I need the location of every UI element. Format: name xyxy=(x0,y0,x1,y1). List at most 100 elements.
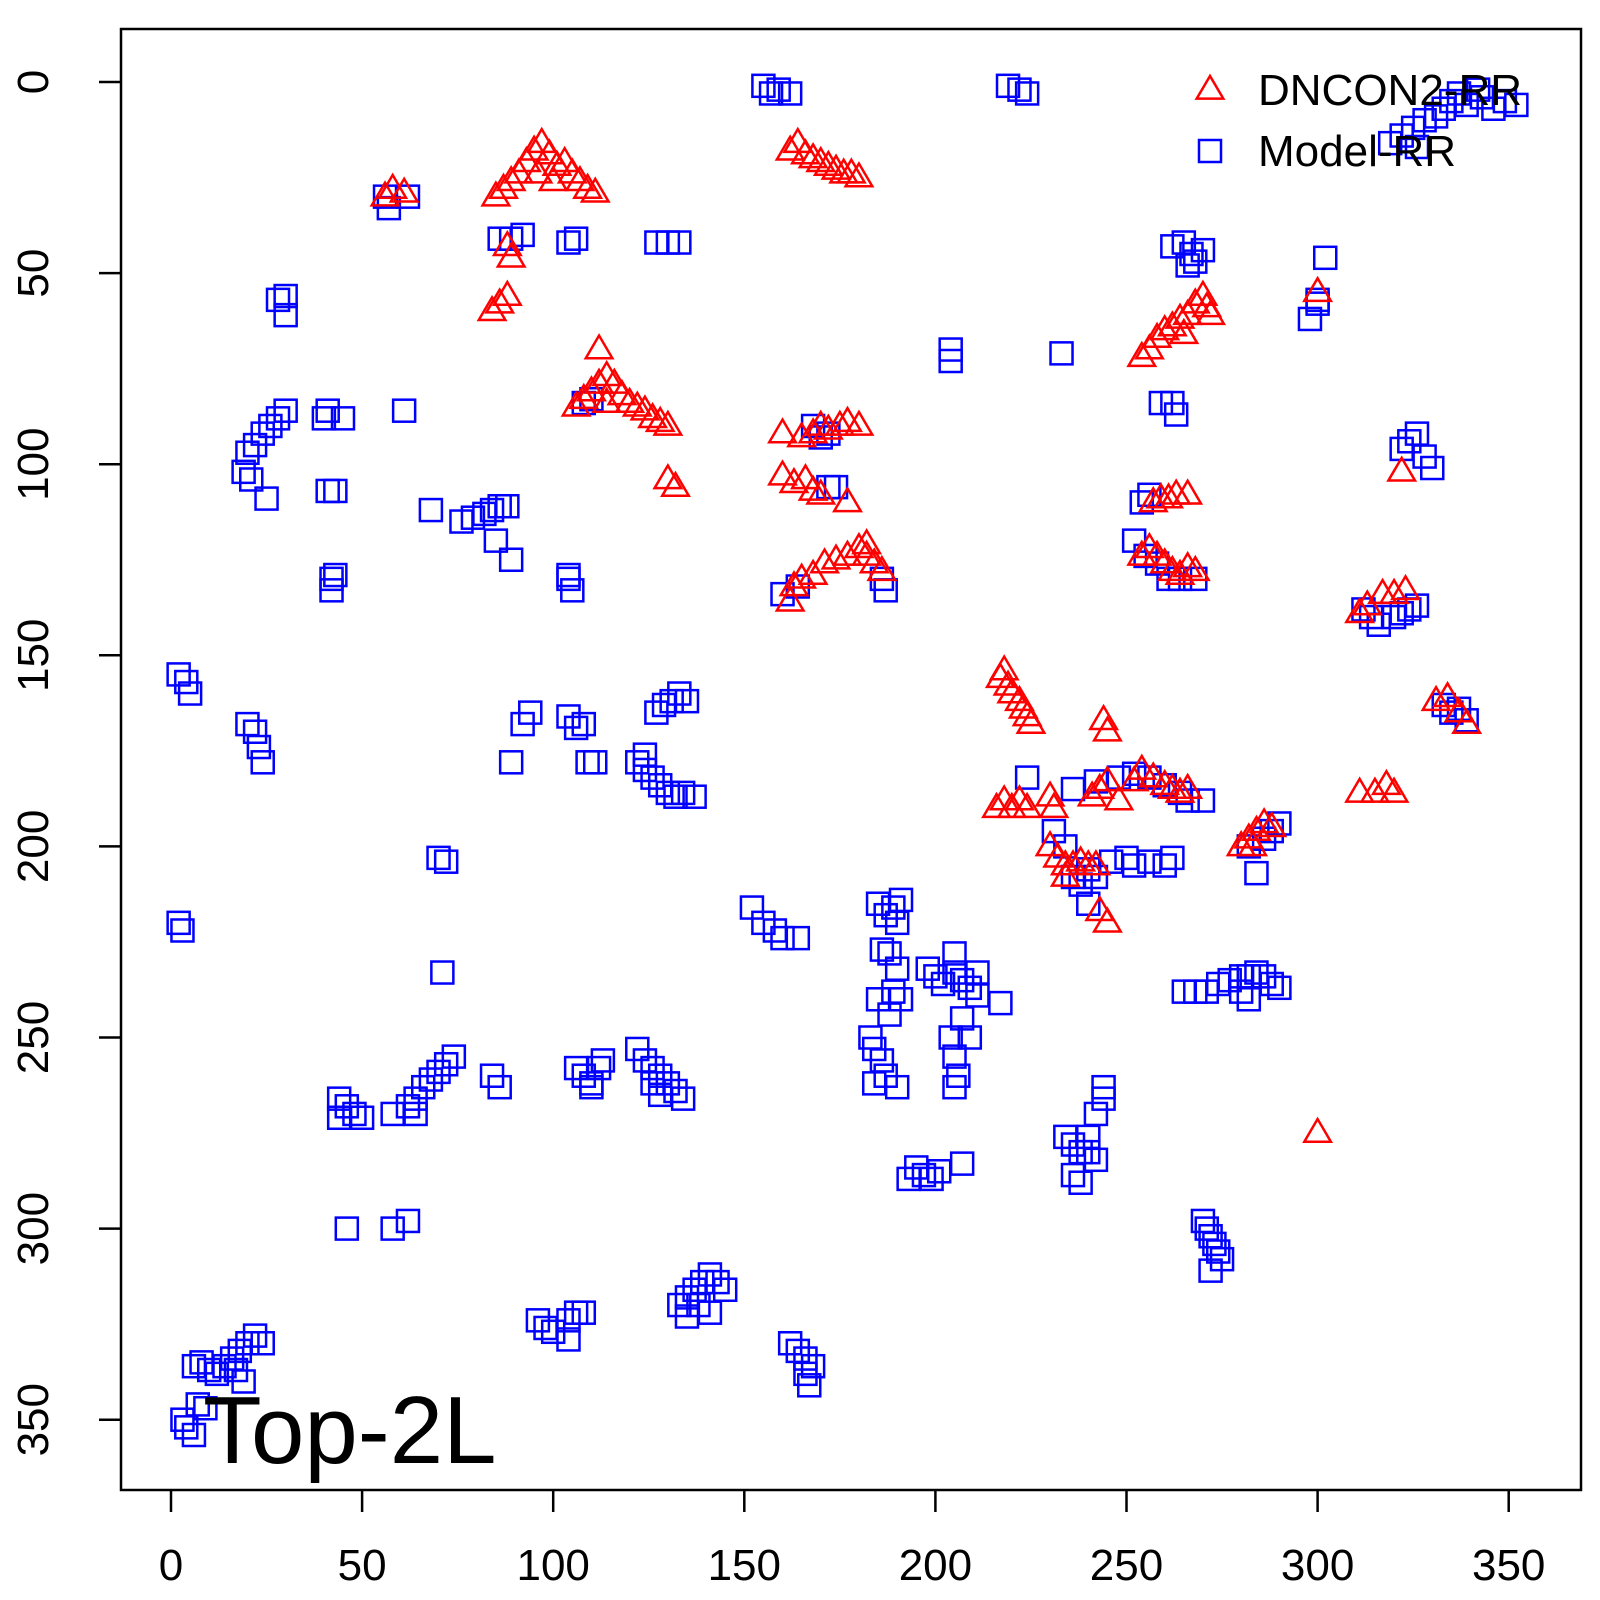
model-rr-point xyxy=(483,528,509,553)
legend-square-marker xyxy=(1197,138,1223,164)
legend-triangle-marker xyxy=(1194,73,1226,100)
dncon2-rr-point xyxy=(614,386,646,413)
model-rr-point xyxy=(1163,402,1189,427)
model-rr-point xyxy=(1121,853,1147,878)
model-rr-point xyxy=(586,1055,612,1081)
model-rr-point xyxy=(1129,490,1155,515)
dncon2-rr-point xyxy=(1195,298,1227,326)
dncon2-rr-point xyxy=(1126,340,1158,368)
model-rr-point xyxy=(395,1094,421,1119)
model-rr-point xyxy=(884,910,910,936)
dncon2-rr-point xyxy=(388,176,420,203)
dncon2-rr-point xyxy=(652,409,684,436)
model-rr-point xyxy=(1439,88,1464,114)
dncon2-rr-point xyxy=(572,172,604,199)
model-rr-point xyxy=(1068,1139,1093,1165)
dncon2-rr-point xyxy=(805,145,837,173)
x-tick-label: 300 xyxy=(1281,1541,1354,1590)
dncon2-rr-point xyxy=(1179,554,1211,582)
x-tick-label: 200 xyxy=(899,1541,972,1590)
dncon2-rr-point xyxy=(1084,772,1116,799)
model-rr-point xyxy=(1423,104,1449,129)
y-tick-label: 350 xyxy=(9,1383,58,1456)
model-rr-point xyxy=(495,493,520,519)
dncon2-rr-point xyxy=(1451,707,1483,735)
model-rr-point xyxy=(579,1074,604,1100)
model-rr-point xyxy=(793,1361,818,1387)
corner-label: Top-2L xyxy=(203,1377,497,1484)
model-rr-point xyxy=(949,1151,975,1176)
model-rr-point xyxy=(949,967,975,993)
dncon2-rr-point xyxy=(1103,784,1135,811)
model-rr-point xyxy=(1068,1170,1093,1195)
dncon2-rr-point xyxy=(1049,860,1081,887)
model-rr-point xyxy=(690,1269,715,1295)
model-rr-point xyxy=(571,1300,597,1325)
model-rr-point xyxy=(800,1353,826,1379)
model-rr-point xyxy=(758,81,784,106)
model-rr-point xyxy=(793,1346,818,1371)
dncon2-rr-point xyxy=(786,562,818,589)
model-rr-point xyxy=(888,987,914,1012)
x-tick-label: 350 xyxy=(1472,1541,1545,1590)
dncon2-rr-point xyxy=(1149,768,1181,796)
dncon2-rr-point xyxy=(488,172,519,199)
dncon2-rr-point xyxy=(1386,455,1418,482)
model-rr-point xyxy=(403,1101,428,1127)
y-tick-label: 300 xyxy=(9,1192,58,1265)
dncon2-rr-point xyxy=(996,791,1028,819)
dncon2-rr-point xyxy=(843,409,875,436)
model-rr-point xyxy=(777,1331,803,1356)
model-rr-point xyxy=(418,1067,444,1092)
model-rr-point xyxy=(1259,971,1284,997)
model-rr-point xyxy=(647,1063,673,1088)
model-rr-point xyxy=(663,784,688,809)
model-rr-point xyxy=(667,681,692,706)
model-rr-point xyxy=(231,459,256,485)
legend: DNCON2-RR Model-RR xyxy=(1194,66,1522,176)
model-rr-point xyxy=(1049,341,1074,366)
dncon2-rr-point xyxy=(1420,684,1452,712)
dncon2-rr-point xyxy=(621,390,653,417)
model-rr-point xyxy=(411,1074,436,1100)
dncon2-rr-point xyxy=(476,294,508,322)
model-rr-point xyxy=(770,925,795,951)
model-rr-point xyxy=(1202,1231,1227,1257)
model-rr-point xyxy=(273,302,298,328)
plot-marks xyxy=(166,73,1529,1448)
model-rr-point xyxy=(330,406,356,431)
dncon2-rr-point xyxy=(835,157,867,184)
model-rr-point xyxy=(923,964,948,989)
model-rr-point xyxy=(1267,811,1292,836)
model-rr-point xyxy=(315,398,340,423)
dncon2-rr-point xyxy=(1091,715,1123,742)
model-rr-point xyxy=(563,1300,589,1325)
model-rr-point xyxy=(1060,776,1086,802)
model-rr-point xyxy=(1175,253,1200,278)
model-rr-point xyxy=(571,711,597,737)
model-rr-point xyxy=(563,226,589,251)
dncon2-rr-point xyxy=(988,654,1020,681)
model-rr-point xyxy=(323,562,348,588)
model-rr-point xyxy=(518,700,543,725)
legend-label: DNCON2-RR xyxy=(1258,66,1522,115)
model-rr-point xyxy=(231,1369,256,1394)
model-rr-point xyxy=(250,421,275,446)
dncon2-rr-point xyxy=(495,241,527,268)
dncon2-rr-point xyxy=(495,164,527,192)
y-tick-label: 150 xyxy=(9,619,58,692)
dncon2-rr-point xyxy=(1011,791,1043,819)
series-dncon2-rr xyxy=(369,126,1483,1143)
model-rr-point xyxy=(896,1166,921,1192)
model-rr-point xyxy=(334,1216,360,1241)
model-rr-point xyxy=(1076,1124,1101,1150)
model-rr-point xyxy=(242,1323,268,1348)
model-rr-point xyxy=(487,1074,512,1100)
model-rr-point xyxy=(563,715,589,741)
dncon2-rr-point xyxy=(820,543,852,570)
x-tick-label: 250 xyxy=(1090,1541,1163,1590)
model-rr-point xyxy=(1228,979,1254,1004)
model-rr-point xyxy=(556,562,581,588)
model-rr-point xyxy=(315,478,340,504)
